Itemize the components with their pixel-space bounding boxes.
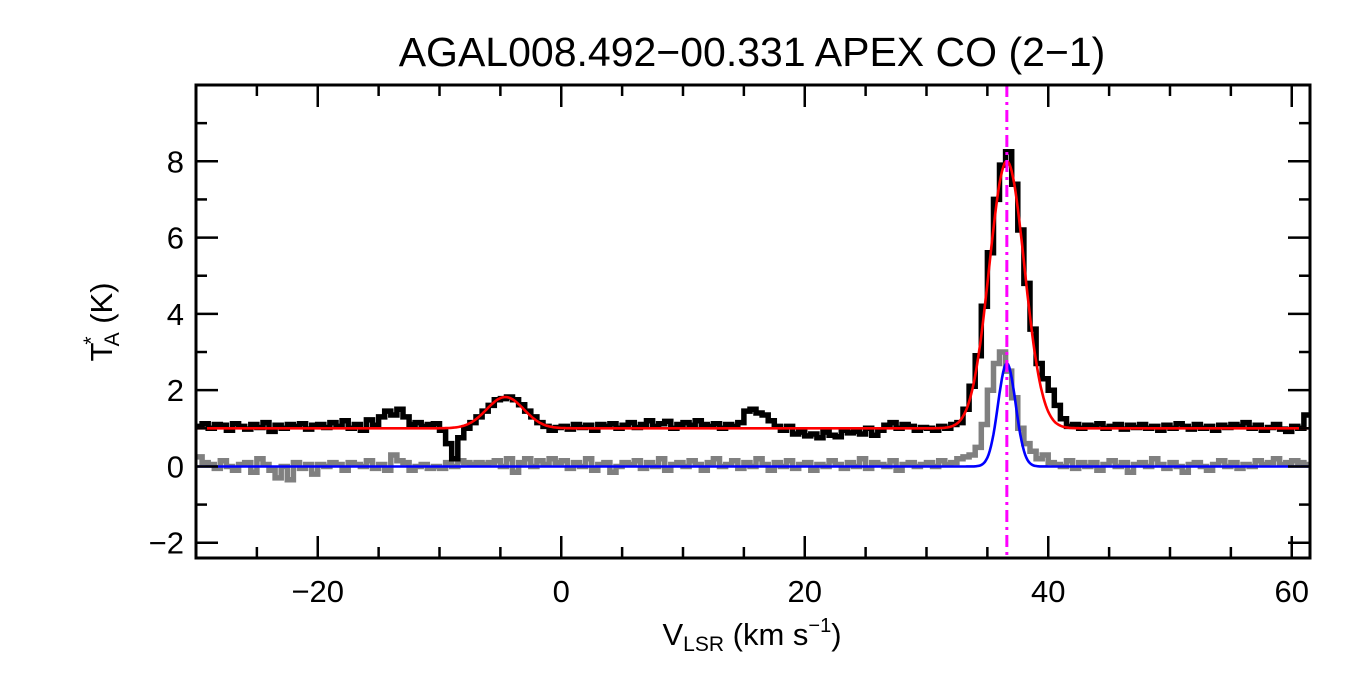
x-axis-label: VLSR (km s−1) <box>662 615 841 656</box>
y-tick-label: 0 <box>167 449 184 484</box>
chart-title: AGAL008.492−00.331 APEX CO (2−1) <box>399 29 1106 75</box>
plot-frame <box>194 83 1312 560</box>
x-tick-label: 60 <box>1274 574 1308 609</box>
x-tick-label: 0 <box>553 574 570 609</box>
x-tick-label: 20 <box>788 574 822 609</box>
axes <box>194 83 1312 560</box>
y-axis-label: T*A (K) <box>80 282 124 361</box>
plot-content <box>196 85 1310 558</box>
spectrum-black <box>196 149 1310 462</box>
y-tick-label: 8 <box>167 144 184 179</box>
fit-blue <box>196 361 1309 468</box>
spectrum-gray <box>196 349 1310 483</box>
y-tick-label: 4 <box>167 297 184 332</box>
y-tick-label: 6 <box>167 221 184 256</box>
y-tick-label: 2 <box>167 373 184 408</box>
x-tick-label: 40 <box>1031 574 1065 609</box>
y-tick-label: −2 <box>149 526 184 561</box>
fit-red <box>196 159 1309 430</box>
x-tick-label: −20 <box>291 574 344 609</box>
plot-series-group <box>196 85 1310 558</box>
